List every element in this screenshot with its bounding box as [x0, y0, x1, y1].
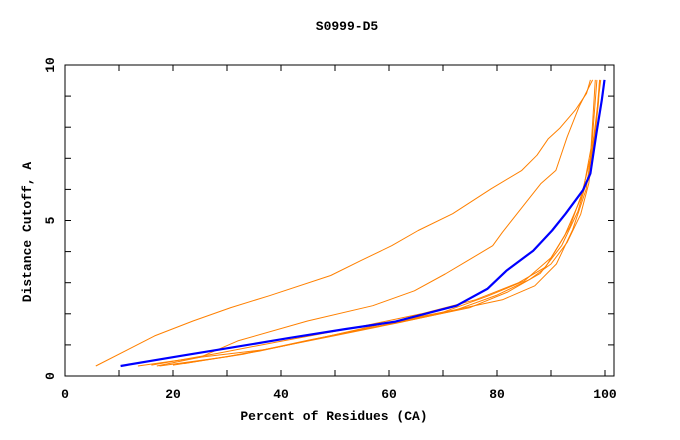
y-axis-label: Distance Cutoff, A — [20, 162, 35, 303]
x-tick-label: 100 — [593, 387, 617, 402]
series-line-model-b — [156, 79, 594, 367]
x-tick-label: 0 — [61, 387, 69, 402]
x-tick-label: 40 — [273, 387, 289, 402]
axis-ticks: 0 20 40 60 80 100 0 5 10 — [43, 57, 617, 402]
series-line-model-a — [95, 79, 591, 367]
y-tick-label: 5 — [43, 216, 58, 224]
x-tick-label: 20 — [165, 387, 181, 402]
x-axis-label: Percent of Residues (CA) — [240, 409, 427, 424]
x-tick-label: 60 — [381, 387, 397, 402]
x-tick-label: 80 — [489, 387, 505, 402]
y-tick-label: 10 — [43, 57, 58, 73]
plot-frame — [64, 64, 615, 377]
series-group — [95, 79, 606, 368]
series-line-target — [120, 79, 606, 368]
series-line-model-c1 — [137, 79, 601, 367]
chart-title: S0999-D5 — [316, 19, 379, 34]
series-line-model-c4 — [151, 79, 596, 366]
y-tick-label: 0 — [43, 372, 58, 380]
